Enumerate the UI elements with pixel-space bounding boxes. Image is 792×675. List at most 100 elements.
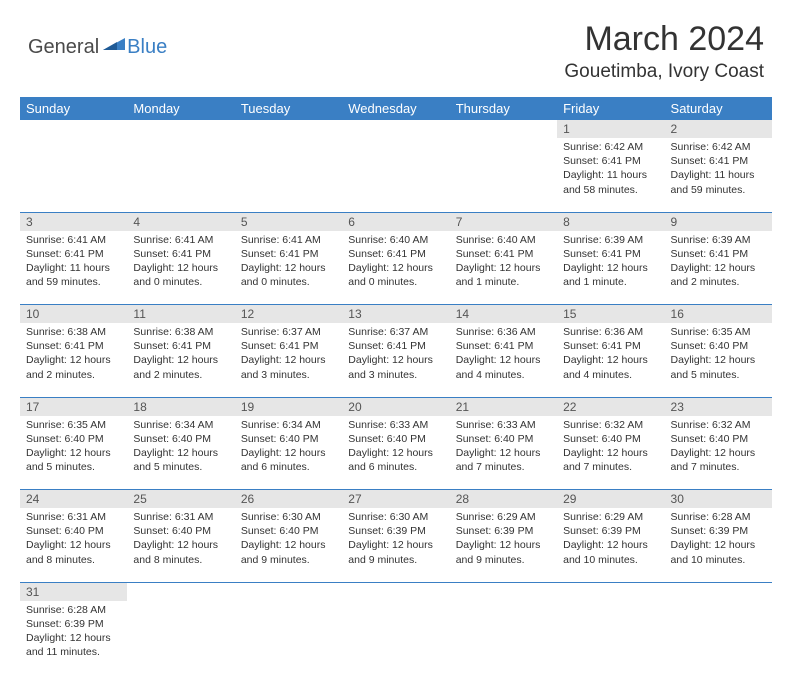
day-body-cell: Sunrise: 6:36 AMSunset: 6:41 PMDaylight:… [450,323,557,397]
day-number-row: 3456789 [20,212,772,231]
daylight-text: Daylight: 12 hours and 11 minutes. [26,631,121,659]
day-detail: Sunrise: 6:34 AMSunset: 6:40 PMDaylight:… [127,416,234,479]
sunrise-text: Sunrise: 6:28 AM [26,603,121,617]
sunset-text: Sunset: 6:41 PM [26,247,121,261]
day-detail: Sunrise: 6:39 AMSunset: 6:41 PMDaylight:… [665,231,772,294]
day-number-cell: 14 [450,305,557,324]
sunset-text: Sunset: 6:40 PM [241,432,336,446]
day-number-row: 10111213141516 [20,305,772,324]
day-body-cell: Sunrise: 6:40 AMSunset: 6:41 PMDaylight:… [342,231,449,305]
daylight-text: Daylight: 12 hours and 5 minutes. [133,446,228,474]
sunset-text: Sunset: 6:40 PM [456,432,551,446]
sunrise-text: Sunrise: 6:29 AM [563,510,658,524]
day-detail: Sunrise: 6:35 AMSunset: 6:40 PMDaylight:… [20,416,127,479]
day-number-cell: 27 [342,490,449,509]
daylight-text: Daylight: 11 hours and 59 minutes. [671,168,766,196]
day-body-row: Sunrise: 6:35 AMSunset: 6:40 PMDaylight:… [20,416,772,490]
daylight-text: Daylight: 12 hours and 3 minutes. [241,353,336,381]
sunrise-text: Sunrise: 6:42 AM [563,140,658,154]
day-body-cell: Sunrise: 6:29 AMSunset: 6:39 PMDaylight:… [557,508,664,582]
day-detail: Sunrise: 6:41 AMSunset: 6:41 PMDaylight:… [127,231,234,294]
sunset-text: Sunset: 6:41 PM [26,339,121,353]
day-detail: Sunrise: 6:29 AMSunset: 6:39 PMDaylight:… [450,508,557,571]
day-detail: Sunrise: 6:36 AMSunset: 6:41 PMDaylight:… [450,323,557,386]
daylight-text: Daylight: 12 hours and 7 minutes. [671,446,766,474]
day-number-cell: 18 [127,397,234,416]
day-body-row: Sunrise: 6:38 AMSunset: 6:41 PMDaylight:… [20,323,772,397]
day-number-cell: 2 [665,120,772,138]
day-number-cell [127,582,234,601]
day-number-cell: 15 [557,305,664,324]
day-body-row: Sunrise: 6:42 AMSunset: 6:41 PMDaylight:… [20,138,772,212]
day-detail: Sunrise: 6:40 AMSunset: 6:41 PMDaylight:… [450,231,557,294]
sunrise-text: Sunrise: 6:41 AM [26,233,121,247]
daylight-text: Daylight: 12 hours and 4 minutes. [563,353,658,381]
sunset-text: Sunset: 6:40 PM [348,432,443,446]
day-number-cell [235,120,342,138]
day-detail: Sunrise: 6:35 AMSunset: 6:40 PMDaylight:… [665,323,772,386]
day-body-cell: Sunrise: 6:38 AMSunset: 6:41 PMDaylight:… [20,323,127,397]
day-detail: Sunrise: 6:40 AMSunset: 6:41 PMDaylight:… [342,231,449,294]
weekday-header: Thursday [450,97,557,120]
calendar-body: 12Sunrise: 6:42 AMSunset: 6:41 PMDayligh… [20,120,772,675]
day-detail: Sunrise: 6:30 AMSunset: 6:39 PMDaylight:… [342,508,449,571]
weekday-header: Wednesday [342,97,449,120]
daylight-text: Daylight: 12 hours and 9 minutes. [348,538,443,566]
sunset-text: Sunset: 6:41 PM [348,247,443,261]
day-detail: Sunrise: 6:28 AMSunset: 6:39 PMDaylight:… [665,508,772,571]
sunset-text: Sunset: 6:40 PM [671,339,766,353]
day-body-cell [450,138,557,212]
day-detail: Sunrise: 6:36 AMSunset: 6:41 PMDaylight:… [557,323,664,386]
day-number-cell: 31 [20,582,127,601]
sunset-text: Sunset: 6:39 PM [348,524,443,538]
day-detail: Sunrise: 6:41 AMSunset: 6:41 PMDaylight:… [235,231,342,294]
sunset-text: Sunset: 6:39 PM [26,617,121,631]
daylight-text: Daylight: 12 hours and 0 minutes. [133,261,228,289]
sunset-text: Sunset: 6:41 PM [456,339,551,353]
day-body-cell: Sunrise: 6:35 AMSunset: 6:40 PMDaylight:… [665,323,772,397]
sunset-text: Sunset: 6:39 PM [563,524,658,538]
sunrise-text: Sunrise: 6:35 AM [671,325,766,339]
day-detail: Sunrise: 6:42 AMSunset: 6:41 PMDaylight:… [557,138,664,201]
daylight-text: Daylight: 12 hours and 4 minutes. [456,353,551,381]
daylight-text: Daylight: 12 hours and 7 minutes. [563,446,658,474]
daylight-text: Daylight: 12 hours and 3 minutes. [348,353,443,381]
day-body-cell: Sunrise: 6:34 AMSunset: 6:40 PMDaylight:… [127,416,234,490]
day-body-cell: Sunrise: 6:33 AMSunset: 6:40 PMDaylight:… [450,416,557,490]
sunrise-text: Sunrise: 6:33 AM [348,418,443,432]
sunrise-text: Sunrise: 6:32 AM [563,418,658,432]
day-body-cell: Sunrise: 6:34 AMSunset: 6:40 PMDaylight:… [235,416,342,490]
header: General Blue March 2024 Gouetimba, Ivory… [0,0,792,91]
sunrise-text: Sunrise: 6:40 AM [348,233,443,247]
sunrise-text: Sunrise: 6:41 AM [133,233,228,247]
sunrise-text: Sunrise: 6:36 AM [563,325,658,339]
sunrise-text: Sunrise: 6:34 AM [133,418,228,432]
sunset-text: Sunset: 6:41 PM [671,154,766,168]
sunset-text: Sunset: 6:40 PM [671,432,766,446]
daylight-text: Daylight: 12 hours and 5 minutes. [26,446,121,474]
sunrise-text: Sunrise: 6:38 AM [133,325,228,339]
day-body-cell: Sunrise: 6:35 AMSunset: 6:40 PMDaylight:… [20,416,127,490]
day-number-cell [342,120,449,138]
location: Gouetimba, Ivory Coast [564,61,764,83]
day-detail: Sunrise: 6:39 AMSunset: 6:41 PMDaylight:… [557,231,664,294]
weekday-header: Monday [127,97,234,120]
day-number-cell: 7 [450,212,557,231]
day-number-cell: 30 [665,490,772,509]
day-body-cell: Sunrise: 6:42 AMSunset: 6:41 PMDaylight:… [665,138,772,212]
sunrise-text: Sunrise: 6:37 AM [348,325,443,339]
day-body-cell: Sunrise: 6:28 AMSunset: 6:39 PMDaylight:… [665,508,772,582]
day-detail: Sunrise: 6:42 AMSunset: 6:41 PMDaylight:… [665,138,772,201]
daylight-text: Daylight: 12 hours and 5 minutes. [671,353,766,381]
day-detail: Sunrise: 6:37 AMSunset: 6:41 PMDaylight:… [342,323,449,386]
sunset-text: Sunset: 6:41 PM [563,154,658,168]
day-body-cell: Sunrise: 6:36 AMSunset: 6:41 PMDaylight:… [557,323,664,397]
sunrise-text: Sunrise: 6:41 AM [241,233,336,247]
daylight-text: Daylight: 12 hours and 2 minutes. [671,261,766,289]
day-number-cell: 26 [235,490,342,509]
day-body-cell: Sunrise: 6:30 AMSunset: 6:39 PMDaylight:… [342,508,449,582]
day-number-cell: 12 [235,305,342,324]
daylight-text: Daylight: 12 hours and 0 minutes. [348,261,443,289]
sunset-text: Sunset: 6:41 PM [241,247,336,261]
sunrise-text: Sunrise: 6:33 AM [456,418,551,432]
